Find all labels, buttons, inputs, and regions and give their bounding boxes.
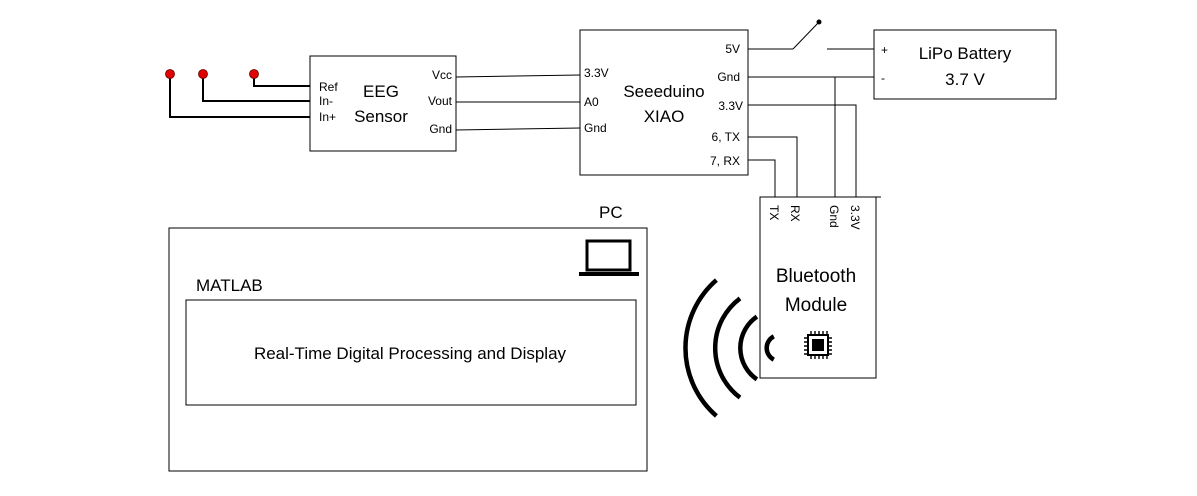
xiao-pin-a0: A0 — [584, 95, 599, 109]
eeg-pin-ref: Ref — [319, 80, 338, 94]
matlab-label: MATLAB — [196, 276, 263, 295]
electrode-ref — [249, 69, 259, 79]
bt-pin-tx: TX — [767, 205, 781, 220]
eeg-pin-in-plus: In+ — [319, 110, 336, 124]
laptop-icon — [579, 239, 639, 276]
battery-title: LiPo Battery — [919, 44, 1012, 63]
pc-label: PC — [599, 203, 623, 222]
lipo-battery: + - LiPo Battery 3.7 V — [873, 29, 1057, 100]
bt-pin-gnd: Gnd — [827, 205, 841, 228]
electrode-in-plus — [165, 69, 175, 79]
xiao-title-line2: XIAO — [644, 107, 685, 126]
bt-title-line2: Module — [785, 295, 847, 316]
xiao-title-line1: Seeeduino — [623, 82, 704, 101]
chip-icon — [804, 331, 832, 359]
xiao-pin-gnd-left: Gnd — [584, 121, 607, 135]
bt-title-line1: Bluetooth — [776, 266, 856, 287]
eeg-pin-vcc: Vcc — [432, 68, 452, 82]
process-text: Real-Time Digital Processing and Display — [254, 344, 567, 363]
battery-minus: - — [881, 71, 885, 85]
eeg-pin-gnd: Gnd — [429, 122, 452, 136]
battery-voltage: 3.7 V — [945, 70, 985, 89]
xiao-pin-rx: 7, RX — [710, 154, 740, 168]
xiao-pin-3v3-left: 3.3V — [584, 66, 609, 80]
eeg-sensor: Ref In- In+ EEG Sensor Vcc Vout Gnd — [309, 55, 457, 152]
eeg-pin-vout: Vout — [428, 94, 453, 108]
xiao-pin-5v: 5V — [725, 42, 740, 56]
bluetooth-module: TX RX Gnd 3.3V Bluetooth Module — [759, 196, 881, 379]
battery-plus: + — [881, 43, 888, 57]
eeg-title-line1: EEG — [363, 82, 399, 101]
xiao-pin-tx: 6, TX — [712, 130, 740, 144]
electrode-in-minus — [198, 69, 208, 79]
eeg-title-line2: Sensor — [354, 107, 408, 126]
seeeduino-xiao: 3.3V A0 Gnd Seeeduino XIAO 5V Gnd 3.3V 6… — [579, 29, 749, 176]
eeg-pin-in-minus: In- — [319, 94, 333, 108]
electrode-leads — [165, 69, 310, 118]
matlab-process-box — [185, 299, 637, 406]
bt-pin-rx: RX — [788, 205, 802, 222]
xiao-pin-3v3-right: 3.3V — [718, 99, 743, 113]
wireless-signal-icon — [683, 278, 776, 418]
pc-box: PC MATLAB Real-Time Digital Processing a… — [168, 203, 648, 472]
eeg-xiao-wires — [455, 74, 581, 131]
bt-pin-3v3: 3.3V — [848, 205, 862, 230]
xiao-pin-gnd-right: Gnd — [717, 70, 740, 84]
battery-wiring — [748, 76, 874, 197]
power-switch — [748, 19, 874, 50]
